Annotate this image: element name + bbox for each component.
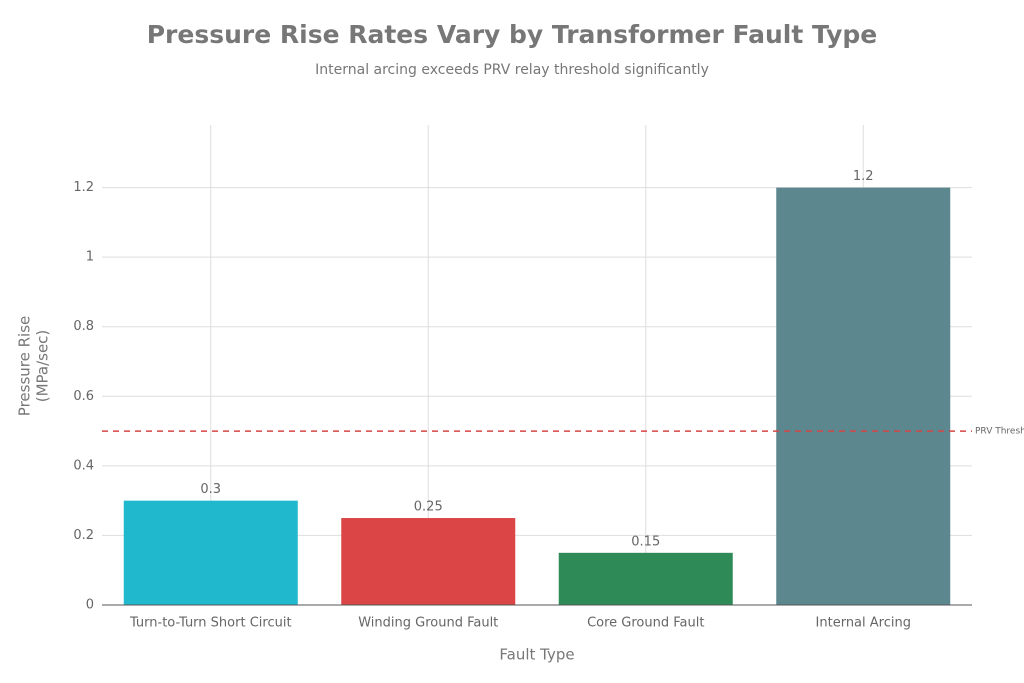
y-tick-label: 1: [86, 250, 94, 265]
y-tick-label: 0.8: [73, 319, 94, 334]
bar: [558, 552, 733, 605]
value-label: 0.15: [631, 534, 660, 549]
bar: [776, 187, 951, 605]
y-tick-label: 0: [86, 598, 94, 613]
y-tick-label: 0.2: [73, 528, 94, 543]
y-axis-title-line: Pressure Rise: [16, 316, 34, 416]
x-tick-label: Turn-to-Turn Short Circuit: [129, 616, 292, 631]
y-tick-label: 0.4: [73, 458, 94, 473]
chart-subtitle: Internal arcing exceeds PRV relay thresh…: [315, 62, 709, 78]
x-tick-label: Winding Ground Fault: [358, 616, 498, 631]
y-axis-title: Pressure Rise (MPa/sec): [16, 316, 52, 416]
y-tick-label: 0.6: [73, 389, 94, 404]
x-axis-title: Fault Type: [499, 646, 574, 664]
value-label: 0.25: [414, 500, 443, 515]
bar: [123, 500, 298, 605]
x-tick-label: Core Ground Fault: [587, 616, 704, 631]
threshold-label: PRV Threshold: [975, 427, 1024, 437]
x-tick-label: Internal Arcing: [816, 616, 911, 631]
y-tick-label: 1.2: [73, 180, 94, 195]
y-axis-title-line: (MPa/sec): [34, 330, 52, 403]
value-label: 1.2: [853, 169, 874, 184]
chart-title: Pressure Rise Rates Vary by Transformer …: [147, 20, 878, 49]
bar: [341, 518, 516, 605]
value-label: 0.3: [200, 482, 221, 497]
